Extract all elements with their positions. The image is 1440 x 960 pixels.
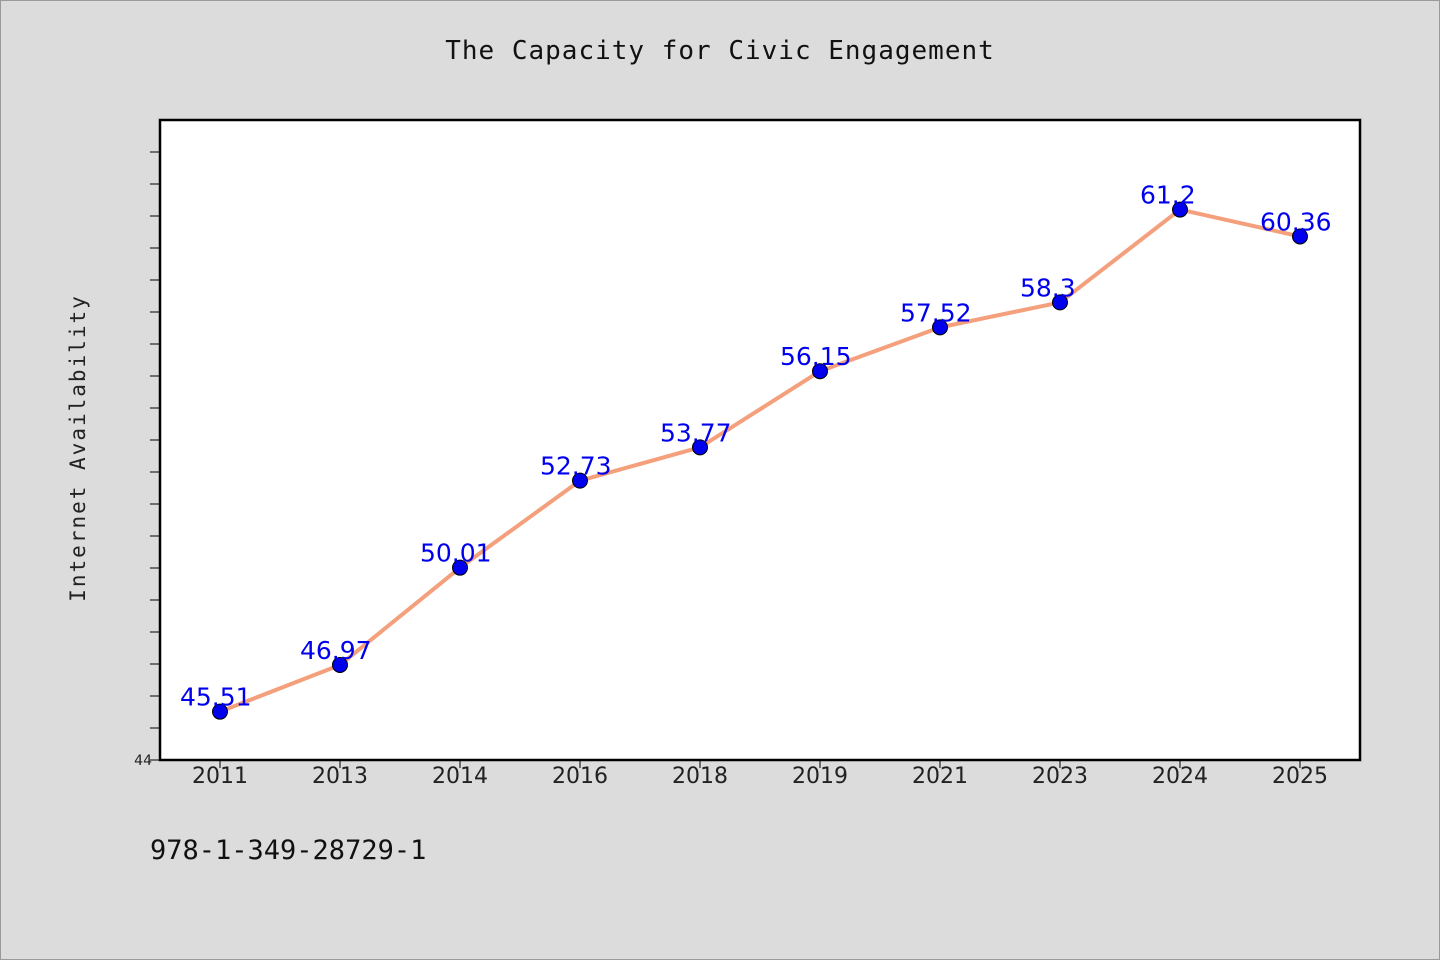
x-tick-label: 2021 xyxy=(912,764,968,789)
data-label: 52.73 xyxy=(540,452,612,481)
data-point xyxy=(572,472,588,489)
x-tick-label: 2019 xyxy=(792,764,848,789)
x-tick-label: 2025 xyxy=(1272,764,1328,789)
data-point xyxy=(332,656,348,673)
data-label: 58.3 xyxy=(1020,273,1076,302)
x-tick-label: 2018 xyxy=(672,764,728,789)
data-label: 60.36 xyxy=(1260,207,1332,236)
isbn-code: 978-1-349-28729-1 xyxy=(150,835,427,866)
x-tick-label: 2013 xyxy=(312,764,368,789)
data-label: 57.52 xyxy=(900,298,972,327)
data-label: 53.77 xyxy=(660,418,732,447)
data-label: 50.01 xyxy=(420,539,492,568)
data-point xyxy=(692,439,708,456)
data-point xyxy=(1172,201,1188,218)
data-label: 45.51 xyxy=(180,683,252,712)
series-line xyxy=(219,207,1301,714)
data-point xyxy=(1292,228,1308,245)
x-tick-label: 2011 xyxy=(192,764,248,789)
data-point xyxy=(212,703,228,720)
data-point xyxy=(1052,294,1068,311)
y-tick-label: 44 xyxy=(134,753,152,769)
data-label: 46.97 xyxy=(300,636,372,665)
chart-title: The Capacity for Civic Engagement xyxy=(445,36,995,66)
data-point xyxy=(932,319,948,336)
data-label: 56.15 xyxy=(780,342,852,371)
data-point xyxy=(812,363,828,380)
x-tick-label: 2014 xyxy=(432,764,488,789)
x-tick-label: 2024 xyxy=(1152,764,1208,789)
x-tick-label: 2016 xyxy=(552,764,608,789)
x-tick-label: 2023 xyxy=(1032,764,1088,789)
data-label: 61.2 xyxy=(1140,181,1196,210)
data-point xyxy=(452,559,468,576)
